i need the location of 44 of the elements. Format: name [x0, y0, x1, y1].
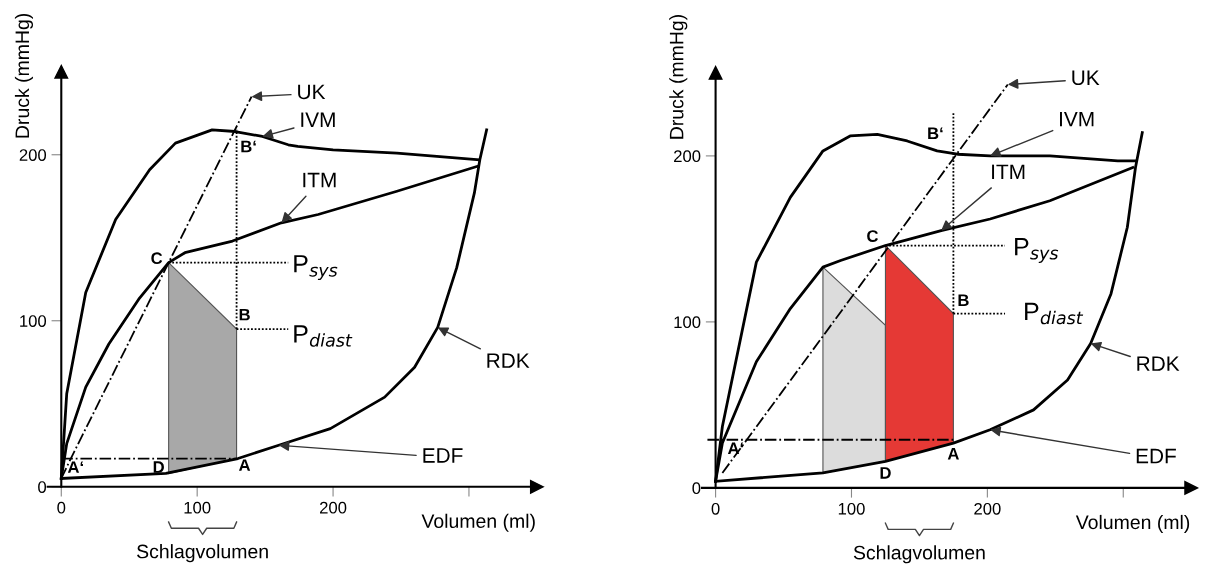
annotation: RDK — [487, 353, 530, 368]
annotation: P$_{diast}$ — [294, 325, 353, 347]
x-tick-label: 100 — [184, 501, 211, 514]
x-axis-title: Volumen (ml) — [1075, 514, 1190, 533]
x-tick-label: 200 — [320, 501, 347, 514]
annotation: UK — [1072, 70, 1100, 86]
annotation: B — [239, 308, 250, 321]
y-tick-label: 200 — [674, 150, 701, 163]
x-axis-title: Volumen (ml) — [421, 513, 535, 532]
annotation: D — [153, 461, 164, 473]
annotation: RDK — [1137, 356, 1180, 371]
y-axis-title: Druck (mmHg) — [14, 13, 34, 138]
annotation: ITM — [992, 164, 1025, 179]
annotation: A‘ — [727, 442, 744, 455]
y-tick-label: 100 — [674, 316, 701, 329]
annotation: IVM — [1060, 111, 1094, 127]
annotation: P$_{sys}$ — [1015, 238, 1059, 263]
annotation: B — [958, 294, 969, 306]
x-tick-label: 100 — [838, 502, 865, 515]
annotation: B‘ — [241, 140, 256, 153]
annotation: A — [238, 459, 251, 471]
annotation: EDF — [423, 448, 463, 463]
annotation: ITM — [303, 172, 336, 188]
annotation: C — [867, 230, 879, 243]
annotation: B‘ — [928, 127, 943, 140]
text: Schlagvolumen — [853, 545, 985, 564]
x-tick-label: 200 — [974, 502, 1001, 515]
annotation: D — [880, 467, 891, 479]
annotation: IVM — [301, 112, 335, 127]
x-tick-label: 0 — [711, 502, 720, 515]
annotation: P$_{sys}$ — [294, 255, 338, 281]
y-tick-label: 0 — [38, 481, 47, 493]
annotation: A — [947, 447, 959, 460]
y-tick-label: 100 — [20, 315, 47, 327]
annotation: EDF — [1136, 448, 1176, 464]
annotation: A‘ — [67, 461, 83, 473]
annotation: P$_{diast}$ — [1025, 302, 1084, 325]
x-tick-label: 0 — [57, 501, 66, 514]
y-tick-label: 0 — [692, 482, 701, 495]
text: Schlagvolumen — [137, 544, 268, 563]
annotation: UK — [298, 84, 326, 100]
y-axis-title: Druck (mmHg) — [669, 15, 688, 139]
y-tick-label: 200 — [19, 149, 47, 161]
annotation: C — [151, 252, 163, 265]
